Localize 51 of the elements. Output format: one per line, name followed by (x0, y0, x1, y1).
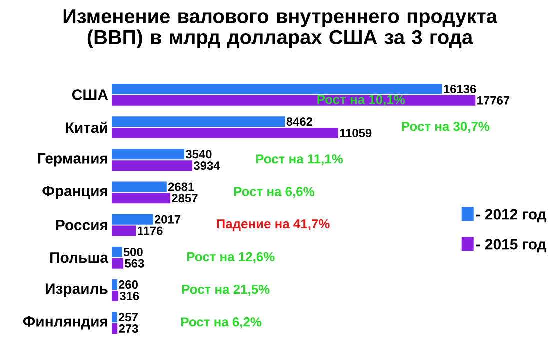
y-tick-label: Финляндия (23, 316, 108, 330)
bar (112, 226, 136, 236)
bar (112, 246, 122, 258)
data-label: 316 (120, 292, 140, 300)
bar (112, 149, 184, 160)
bar (112, 214, 154, 225)
data-label: 273 (119, 324, 138, 334)
y-tick-label: Китай (66, 122, 108, 134)
data-label: 8462 (286, 118, 313, 126)
annotation: Рост на 21,5% (182, 284, 270, 296)
y-tick-label: Израиль (46, 284, 108, 298)
bar (112, 258, 124, 269)
bar (112, 280, 118, 290)
data-label: 2017 (154, 215, 181, 224)
bar (112, 324, 118, 334)
bar (112, 193, 170, 204)
annotation: Рост на 30,7% (402, 122, 490, 134)
data-label: 563 (125, 259, 144, 268)
annotation: Рост на 12,6% (187, 252, 275, 264)
annotation: Рост на 6,2% (181, 318, 262, 329)
annotation: Рост на 6,6% (234, 187, 314, 198)
annotation: Рост на 11,1% (256, 154, 344, 166)
data-label: 1176 (138, 226, 163, 236)
bar (112, 160, 193, 172)
data-label: 257 (118, 313, 138, 322)
data-label: 260 (118, 280, 138, 290)
data-label: 2681 (168, 182, 194, 192)
bar (112, 128, 338, 138)
y-tick-label: Польша (50, 252, 109, 264)
data-label: 2857 (172, 194, 198, 203)
data-label: 3934 (194, 162, 220, 170)
y-tick-label: Германия (38, 153, 108, 167)
data-label: 17767 (478, 96, 510, 105)
bar (112, 84, 442, 94)
annotation: Падение на 41,7% (217, 220, 330, 232)
bar (112, 290, 118, 302)
data-label: 500 (124, 248, 143, 256)
bar (112, 182, 167, 192)
bar (112, 95, 476, 106)
legend-label: - 2012 год (476, 209, 547, 223)
annotation: Рост на 10,1% (318, 95, 406, 106)
y-tick-label: Франция (42, 186, 108, 200)
bar (112, 116, 286, 128)
data-label: 11059 (340, 129, 372, 138)
y-tick-label: США (72, 90, 108, 100)
data-label: 3540 (186, 150, 212, 159)
chart-title: Изменение валового внутреннего продукта (ВВП) в млрд долларах США за 3 года (64, 10, 498, 48)
legend-label: - 2015 год (476, 239, 547, 253)
y-tick-label: Россия (56, 220, 108, 231)
bar (112, 312, 118, 323)
data-label: 16136 (444, 84, 476, 94)
